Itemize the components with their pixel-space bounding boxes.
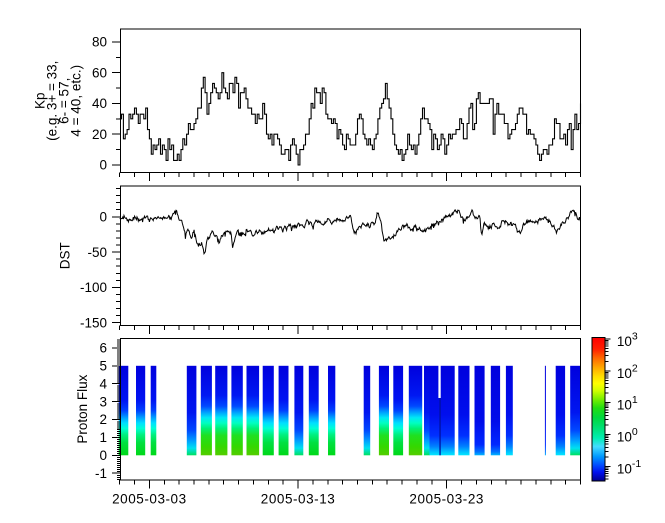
svg-text:(e.g. 3+ = 33,: (e.g. 3+ = 33, [45, 61, 60, 141]
svg-text:-100: -100 [80, 280, 107, 295]
svg-text:20: 20 [92, 127, 107, 142]
svg-text:Kp: Kp [33, 92, 48, 109]
svg-text:5: 5 [99, 359, 107, 374]
svg-text:4: 4 [99, 376, 107, 391]
svg-text:2005-03-13: 2005-03-13 [261, 492, 336, 507]
svg-text:2005-03-23: 2005-03-23 [409, 492, 484, 507]
svg-text:4 = 40, etc.): 4 = 40, etc.) [69, 65, 84, 137]
svg-text:0: 0 [99, 158, 107, 173]
svg-text:6: 6 [99, 341, 107, 356]
svg-text:2: 2 [99, 412, 107, 427]
svg-text:-1: -1 [95, 466, 107, 481]
svg-text:Proton Flux: Proton Flux [75, 374, 90, 443]
svg-text:40: 40 [92, 96, 107, 111]
svg-text:-150: -150 [80, 315, 107, 330]
svg-text:6- = 57,: 6- = 57, [57, 78, 72, 124]
svg-text:1: 1 [99, 430, 107, 445]
svg-text:2005-03-03: 2005-03-03 [112, 492, 187, 507]
svg-text:60: 60 [92, 65, 107, 80]
svg-text:3: 3 [99, 394, 107, 409]
svg-text:DST: DST [58, 242, 73, 269]
svg-text:0: 0 [99, 210, 107, 225]
svg-text:80: 80 [92, 35, 107, 50]
svg-text:-50: -50 [87, 245, 107, 260]
svg-text:0: 0 [99, 448, 107, 463]
